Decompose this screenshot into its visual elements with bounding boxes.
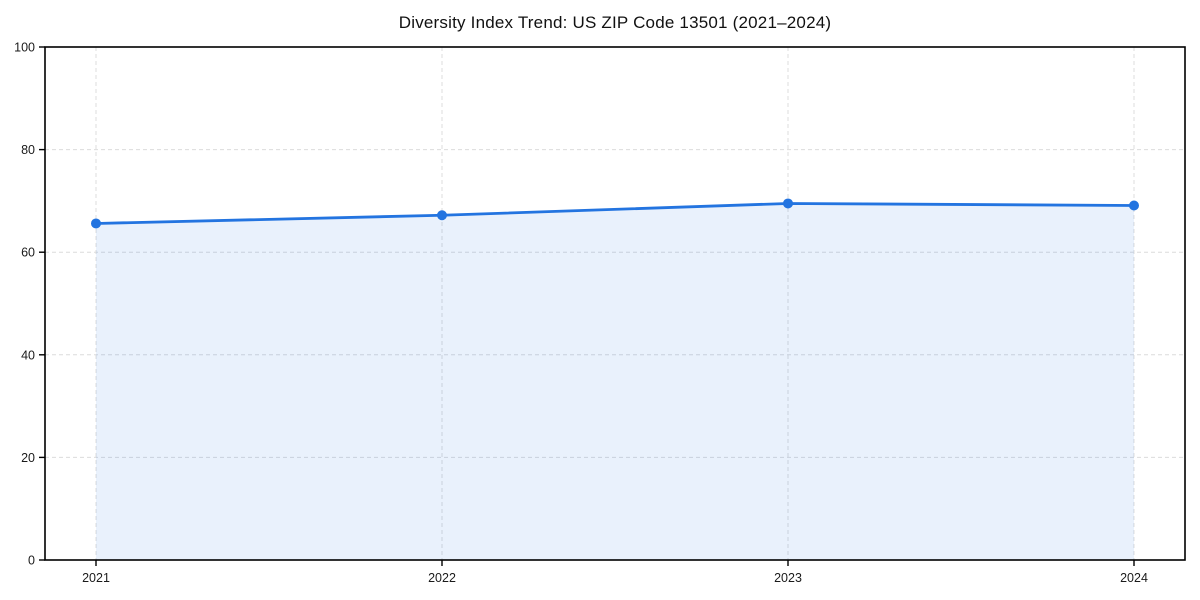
x-tick-label-2021: 2021	[82, 571, 110, 585]
y-tick-label-20: 20	[21, 451, 35, 465]
x-tick-label-2023: 2023	[774, 571, 802, 585]
area-fill	[96, 203, 1134, 560]
y-tick-label-40: 40	[21, 348, 35, 362]
y-tick-label-80: 80	[21, 143, 35, 157]
x-tick-label-2022: 2022	[428, 571, 456, 585]
y-tick-label-60: 60	[21, 246, 35, 260]
x-tick-label-2024: 2024	[1120, 571, 1148, 585]
data-point-2024	[1129, 200, 1139, 211]
plot-border	[44, 46, 1186, 561]
data-point-2022	[437, 210, 447, 221]
data-point-2021	[91, 218, 101, 229]
y-tick-label-0: 0	[28, 554, 35, 568]
y-tick-label-100: 100	[14, 41, 35, 55]
axis-ticks-and-labels: 0 20 40 60 80 100 2021 2022 2023 2024	[14, 41, 1148, 586]
trend-line	[94, 202, 1136, 225]
chart-title: Diversity Index Trend: US ZIP Code 13501…	[398, 13, 832, 32]
data-point-2023	[783, 198, 793, 209]
